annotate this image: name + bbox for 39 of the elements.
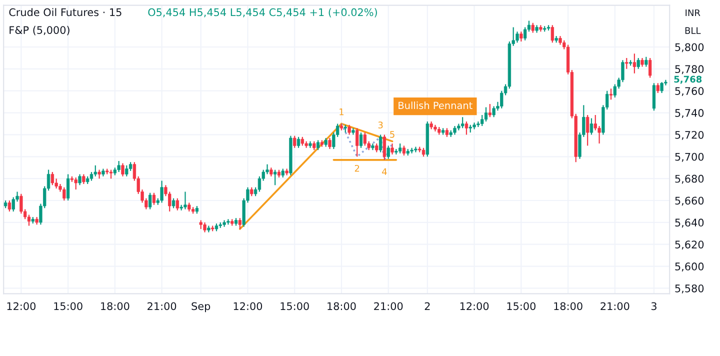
chart-title: Crude Oil Futures · 15 [9, 8, 122, 16]
y-tick-label: 5,600 [675, 262, 704, 272]
y-tick-label: 5,680 [675, 174, 704, 184]
annotation: 2 [354, 164, 360, 172]
y-tick-label: 5,740 [675, 109, 704, 118]
annotation: F&P (5,000) [10, 26, 70, 36]
x-tick-label: 15:00 [507, 302, 536, 310]
annotation: 3 [378, 122, 383, 128]
y-tick-label: 5,700 [675, 152, 704, 162]
text: BLL [685, 27, 701, 34]
x-tick-label: 2 [424, 302, 430, 310]
y-tick-label: 5,580 [675, 284, 704, 294]
x-tick-label: 18:00 [101, 302, 130, 310]
y-tick-label: 5,800 [675, 43, 704, 52]
x-tick-label: 15:00 [54, 302, 82, 310]
x-tick-label: 18:00 [328, 302, 356, 310]
x-tick-label: 3 [651, 302, 656, 310]
y-tick-label: 5,760 [675, 87, 704, 96]
annotation: Bullish Pennant [398, 102, 472, 110]
x-tick-label: 12:00 [7, 302, 36, 310]
annotation: 1 [340, 108, 344, 116]
x-tick-label: 21:00 [600, 302, 630, 310]
x-tick-label: 21:00 [148, 302, 176, 310]
x-tick-label: 21:00 [374, 302, 403, 310]
x-tick-label: 12:00 [460, 302, 489, 310]
x-tick-label: 18:00 [554, 302, 582, 310]
y-tick-label: 5,780 [675, 65, 704, 74]
annotation: 5 [390, 131, 394, 138]
text: INR [686, 9, 700, 16]
y-tick-label: 5,640 [675, 218, 704, 228]
x-tick-label: 15:00 [280, 302, 309, 310]
y-tick-label: 5,620 [675, 240, 704, 250]
x-tick-label: 12:00 [234, 302, 262, 310]
y-tick-label: 5,720 [675, 130, 704, 140]
x-tick-label: Sep [192, 302, 210, 312]
annotation: 4 [382, 168, 387, 175]
text: 5,768 [674, 76, 702, 84]
y-tick-label: 5,660 [675, 196, 704, 206]
chart-subtitle: O5,454 H5,454 L5,454 C5,454 +1 (+0.02%) [148, 8, 377, 18]
